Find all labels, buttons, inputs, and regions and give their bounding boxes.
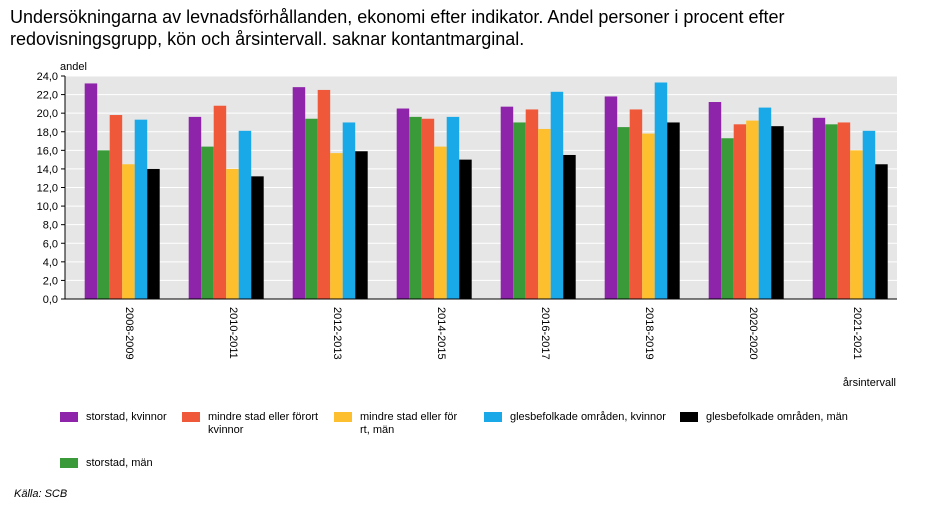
bar-2010-2011-4 bbox=[238, 130, 252, 299]
x-tick-label: 2008-2009 bbox=[123, 307, 135, 360]
legend-swatch bbox=[60, 458, 78, 468]
bar-2014-2015-0 bbox=[396, 108, 410, 299]
bar-2014-2015-2 bbox=[421, 118, 435, 299]
x-tick-label: 2010-2011 bbox=[227, 307, 239, 359]
x-tick-label: 2012-2013 bbox=[331, 307, 343, 360]
y-axis-label: andel bbox=[60, 61, 87, 73]
legend-swatch bbox=[680, 412, 698, 422]
y-tick-label: 2,0 bbox=[43, 275, 58, 287]
bar-2018-2019-4 bbox=[654, 82, 668, 299]
bar-2008-2009-4 bbox=[134, 119, 148, 299]
bar-2020-2020-5 bbox=[771, 126, 784, 299]
legend-label: glesbefolkade områden, män bbox=[706, 411, 848, 423]
x-tick-label: 2020-2020 bbox=[747, 307, 759, 360]
x-axis-label: årsintervall bbox=[843, 377, 896, 389]
legend-swatch bbox=[182, 412, 200, 422]
chart-title: Undersökningarna av levnadsförhållanden,… bbox=[10, 7, 785, 49]
y-tick-label: 22,0 bbox=[37, 90, 58, 102]
bar-2008-2009-1 bbox=[97, 150, 110, 299]
legend-label: storstad, män bbox=[86, 457, 153, 469]
bar-2021-2021-3 bbox=[850, 150, 863, 299]
y-tick-label: 24,0 bbox=[37, 71, 58, 83]
bar-2021-2021-2 bbox=[837, 122, 851, 299]
source-note: Källa: SCB bbox=[14, 488, 68, 500]
y-tick-label: 10,0 bbox=[37, 201, 58, 213]
bar-2012-2013-2 bbox=[317, 89, 331, 299]
bar-2016-2017-4 bbox=[550, 91, 564, 299]
bar-2016-2017-3 bbox=[538, 128, 551, 299]
x-tick-label: 2018-2019 bbox=[643, 307, 655, 360]
bar-2018-2019-5 bbox=[667, 122, 680, 299]
x-axis-ticks: 2008-2009 2010-2011 2012-2013 2014-2015 2016… bbox=[123, 307, 863, 360]
legend-swatch bbox=[60, 412, 78, 422]
bar-2010-2011-3 bbox=[226, 168, 239, 299]
legend-label: mindre stad eller förort kvinnor bbox=[208, 411, 319, 436]
bar-2014-2015-1 bbox=[409, 116, 422, 299]
bar-2008-2009-5 bbox=[147, 168, 160, 299]
y-tick-label: 0,0 bbox=[43, 294, 58, 306]
legend-swatch bbox=[484, 412, 502, 422]
bar-2021-2021-0 bbox=[812, 117, 826, 299]
bar-2014-2015-3 bbox=[434, 146, 447, 299]
bar-2020-2020-2 bbox=[733, 124, 747, 299]
bar-2012-2013-5 bbox=[355, 151, 368, 299]
bar-2012-2013-1 bbox=[305, 118, 318, 299]
bar-2021-2021-1 bbox=[825, 124, 838, 299]
y-tick-label: 8,0 bbox=[43, 220, 58, 232]
legend-swatch bbox=[334, 412, 352, 422]
x-tick-label: 2021-2021 bbox=[851, 307, 863, 360]
bar-2008-2009-3 bbox=[122, 164, 135, 299]
bar-2018-2019-3 bbox=[642, 133, 655, 299]
bar-2012-2013-3 bbox=[330, 153, 343, 299]
y-axis-ticks: 0,0 2,0 4,0 6,0 8,0 10,0 12,0 14,0 16,0 18,0 20,0 2… bbox=[37, 71, 65, 306]
bar-2016-2017-0 bbox=[500, 106, 514, 299]
x-tick-label: 2014-2015 bbox=[435, 307, 447, 360]
y-tick-label: 18,0 bbox=[37, 127, 58, 139]
bar-2010-2011-5 bbox=[251, 176, 264, 299]
y-tick-label: 20,0 bbox=[37, 108, 58, 120]
bar-group bbox=[84, 82, 888, 300]
bar-2018-2019-0 bbox=[604, 96, 618, 299]
bar-2014-2015-4 bbox=[446, 116, 460, 299]
legend-label: storstad, kvinnor bbox=[86, 411, 167, 423]
bar-2016-2017-2 bbox=[525, 109, 539, 299]
y-tick-label: 14,0 bbox=[37, 164, 58, 176]
bar-2010-2011-2 bbox=[213, 105, 227, 299]
y-tick-label: 6,0 bbox=[43, 238, 58, 250]
bar-2010-2011-0 bbox=[188, 116, 202, 299]
bar-2021-2021-5 bbox=[875, 164, 888, 299]
y-tick-label: 12,0 bbox=[37, 183, 58, 195]
y-tick-label: 4,0 bbox=[43, 257, 58, 269]
bar-2021-2021-4 bbox=[862, 130, 876, 299]
bar-2020-2020-3 bbox=[746, 120, 759, 299]
bar-2012-2013-0 bbox=[292, 87, 306, 300]
bar-2016-2017-5 bbox=[563, 154, 576, 299]
y-tick-label: 16,0 bbox=[37, 145, 58, 157]
bar-2008-2009-0 bbox=[84, 83, 98, 299]
bar-2018-2019-1 bbox=[617, 127, 630, 300]
bar-2020-2020-0 bbox=[708, 102, 722, 300]
bar-2018-2019-2 bbox=[629, 109, 643, 299]
bar-2016-2017-1 bbox=[513, 122, 526, 299]
x-tick-label: 2016-2017 bbox=[539, 307, 551, 360]
bar-2014-2015-5 bbox=[459, 159, 472, 299]
bar-2012-2013-4 bbox=[342, 122, 356, 299]
legend-label: mindre stad eller för rt, män bbox=[360, 411, 458, 436]
bar-2010-2011-1 bbox=[201, 146, 214, 299]
bar-2020-2020-1 bbox=[721, 138, 734, 299]
bar-2008-2009-2 bbox=[109, 115, 123, 300]
legend-label: glesbefolkade områden, kvinnor bbox=[510, 411, 666, 423]
bar-2020-2020-4 bbox=[758, 107, 772, 299]
